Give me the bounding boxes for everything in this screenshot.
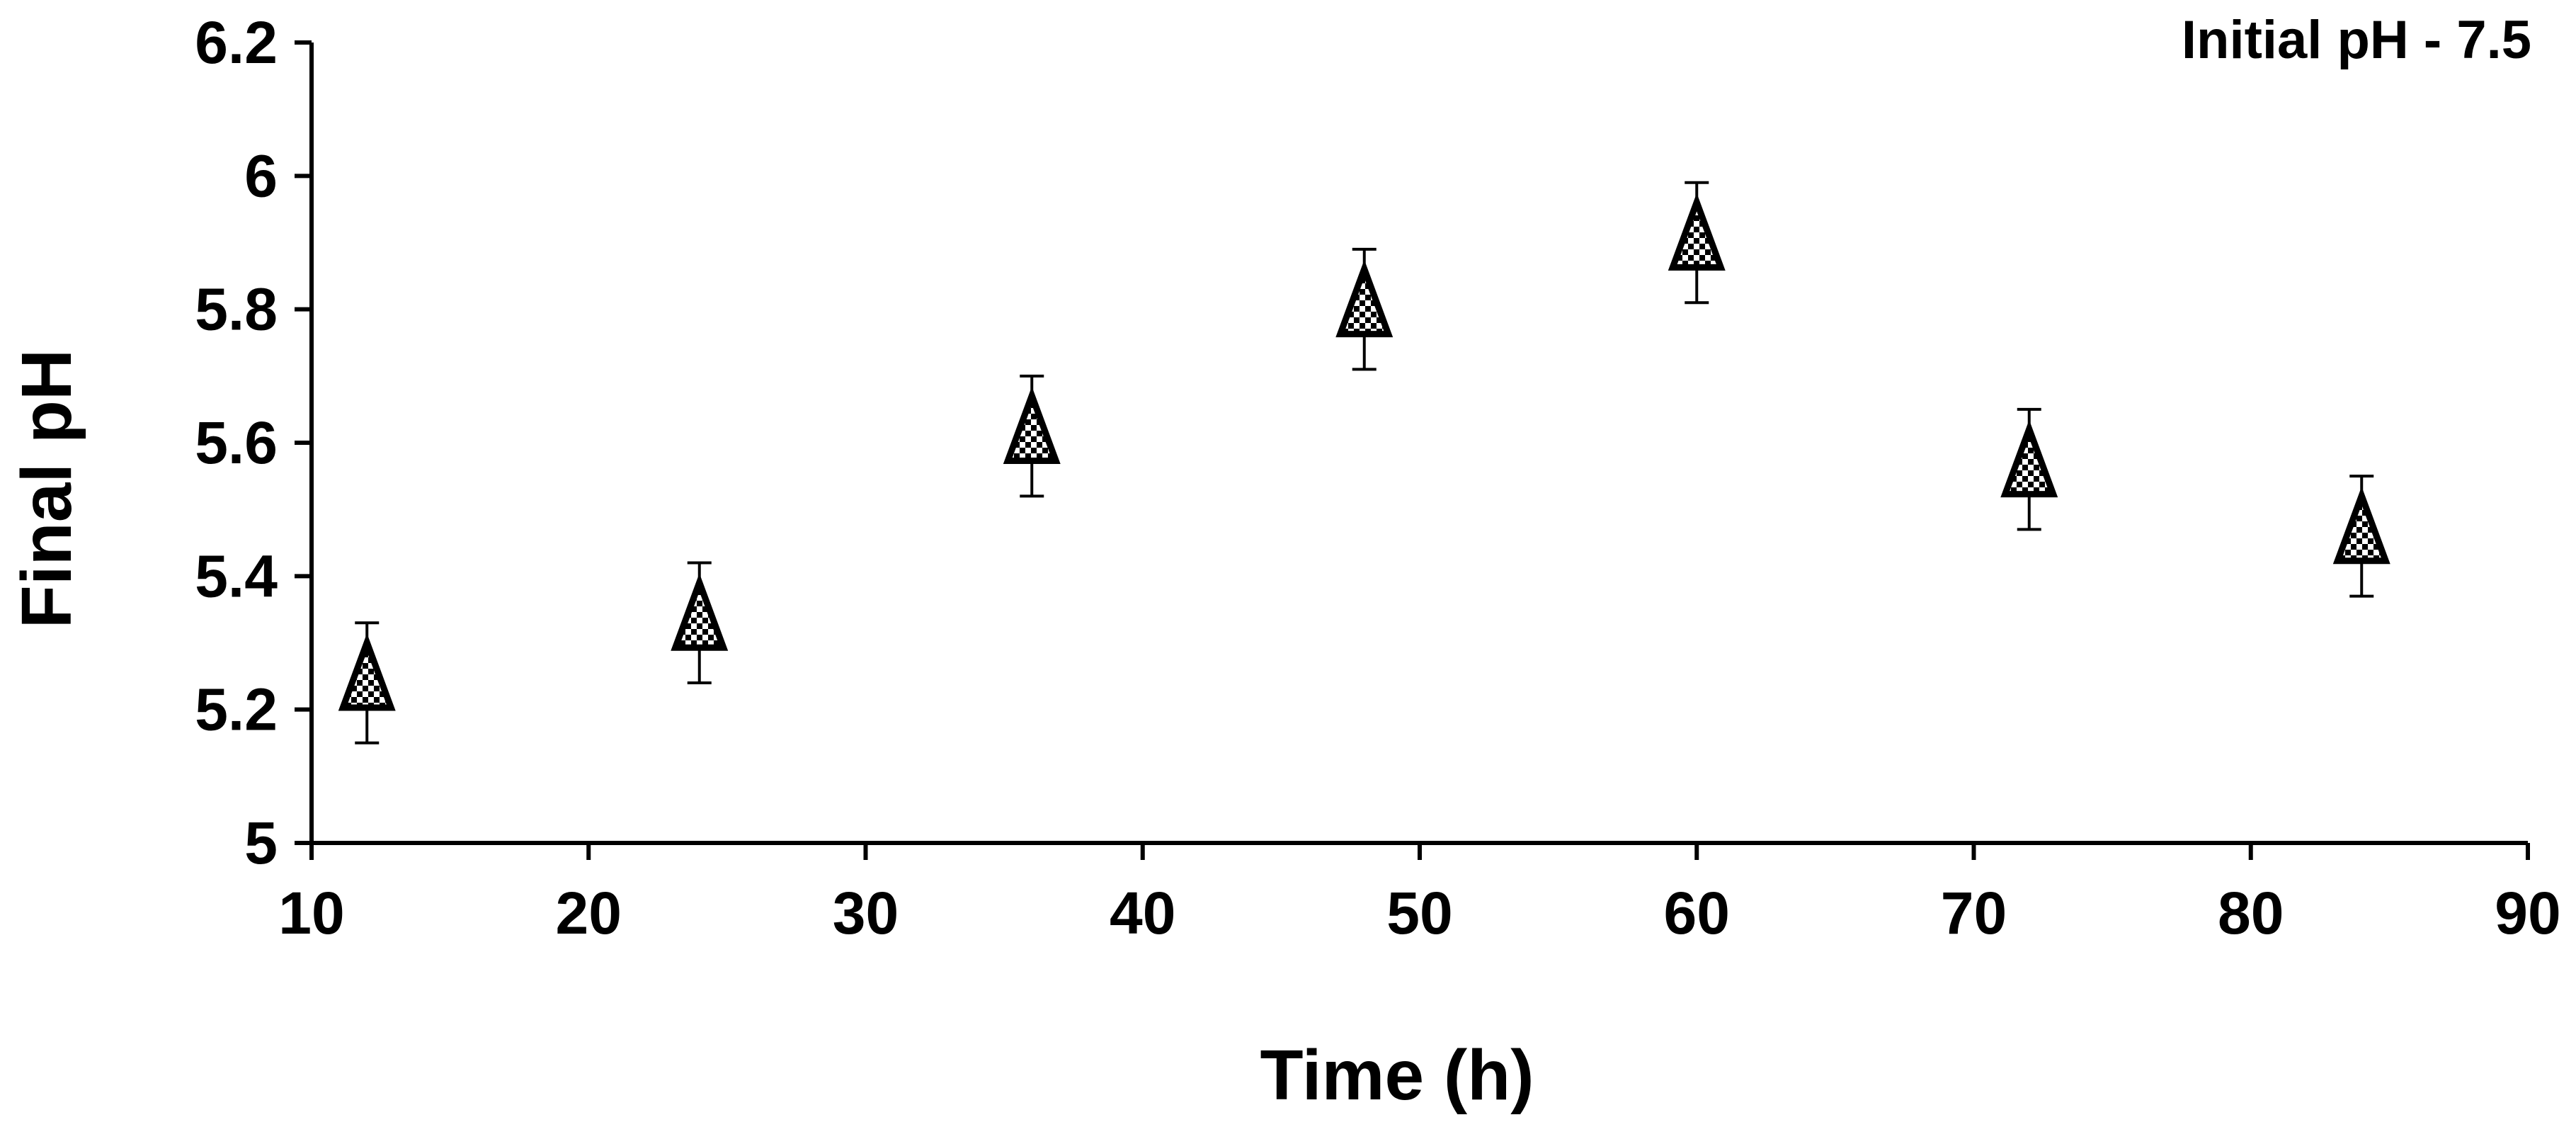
- x-tick-label: 70: [1941, 880, 2007, 946]
- axes: [309, 43, 2528, 845]
- triangle-marker: [338, 633, 396, 711]
- data-point: [2000, 407, 2058, 531]
- triangle-marker: [2332, 486, 2390, 565]
- x-tick-label: 90: [2495, 880, 2560, 946]
- data-point: [338, 621, 396, 744]
- x-axis-ticks: 10 20 30 40 50 60 70 80 90: [278, 843, 2561, 946]
- data-point: [1668, 181, 1726, 305]
- x-tick-label: 80: [2218, 880, 2284, 946]
- x-tick-label: 50: [1386, 880, 1452, 946]
- x-tick-label: 20: [556, 880, 622, 946]
- triangle-marker: [1335, 259, 1394, 338]
- y-tick-label: 5.6: [195, 409, 278, 476]
- triangle-marker: [1668, 193, 1726, 271]
- y-tick-label: 5: [244, 810, 278, 876]
- y-tick-label: 5.8: [195, 276, 278, 343]
- triangle-marker: [2000, 419, 2058, 498]
- triangle-marker: [671, 573, 729, 651]
- y-axis-title: Final pH: [7, 349, 86, 628]
- initial-ph-annotation: Initial pH - 7.5: [2182, 10, 2531, 70]
- data-point: [1003, 374, 1061, 498]
- x-tick-label: 40: [1110, 880, 1175, 946]
- x-tick-label: 60: [1664, 880, 1730, 946]
- data-point: [1335, 247, 1394, 371]
- data-points: [338, 181, 2390, 744]
- y-tick-label: 5.4: [195, 543, 278, 609]
- x-tick-label: 30: [833, 880, 899, 946]
- x-axis-title: Time (h): [1260, 1036, 1534, 1115]
- y-tick-label: 6.2: [195, 9, 278, 76]
- x-tick-label: 10: [278, 880, 344, 946]
- y-tick-label: 6: [244, 142, 278, 209]
- y-tick-label: 5.2: [195, 676, 278, 743]
- data-point: [671, 561, 729, 684]
- y-axis-ticks: 5 5.2 5.4 5.6 5.8 6 6.2: [195, 9, 312, 876]
- data-point: [2332, 475, 2390, 598]
- triangle-marker: [1003, 386, 1061, 465]
